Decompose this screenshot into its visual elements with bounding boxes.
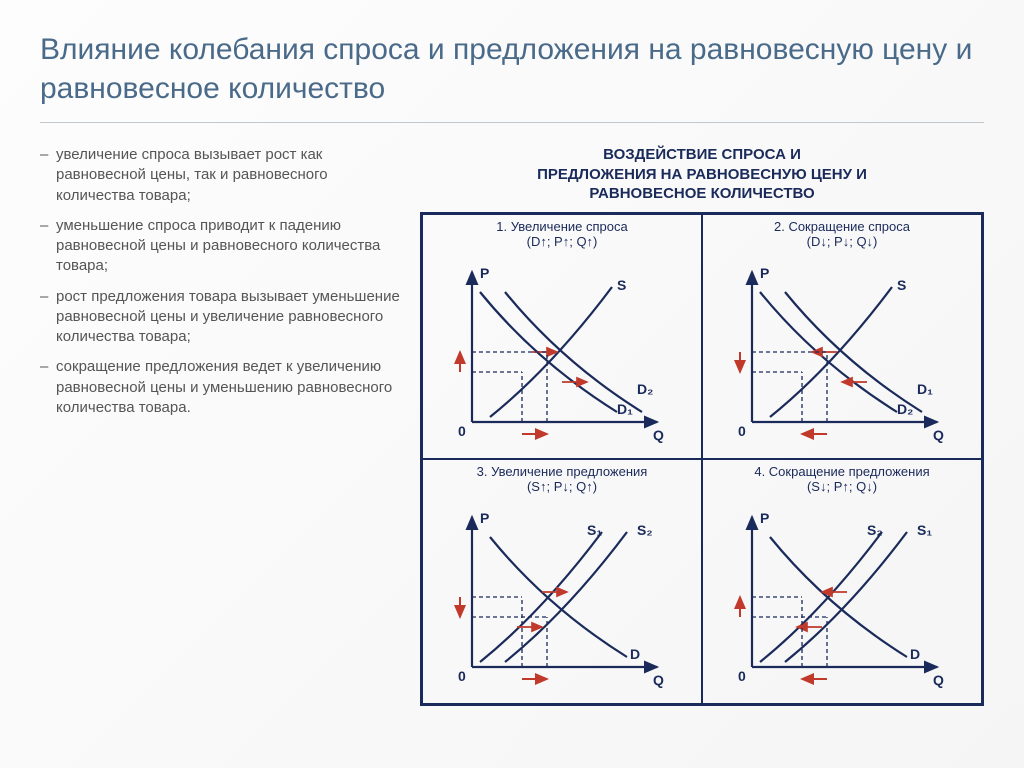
svg-text:0: 0 [738, 668, 746, 684]
svg-text:S₁: S₁ [587, 522, 602, 538]
svg-text:0: 0 [458, 668, 466, 684]
svg-text:D₁: D₁ [617, 401, 633, 417]
svg-text:Q: Q [933, 672, 944, 688]
svg-text:D₂: D₂ [637, 381, 653, 397]
chart-title-2: 2. Сокращение спроса (D↓; P↓; Q↓) [709, 219, 975, 250]
svg-text:D₂: D₂ [897, 401, 913, 417]
chart-cell-4: 4. Сокращение предложения (S↓; P↑; Q↓) P… [702, 459, 982, 704]
chart-grid: 1. Увеличение спроса (D↑; P↑; Q↑) P Q 0 S D₂… [420, 212, 984, 706]
svg-text:0: 0 [738, 423, 746, 439]
chart-cell-3: 3. Увеличение предложения (S↑; P↓; Q↑) P… [422, 459, 702, 704]
chart-supply-decrease: P Q 0 D S₂ S₁ [717, 497, 967, 697]
bullet-list: увеличение спроса вызывает рост как равн… [40, 145, 400, 418]
svg-text:P: P [760, 510, 769, 526]
diagram-title: ВОЗДЕЙСТВИЕ СПРОСА И ПРЕДЛОЖЕНИЯ НА РАВН… [420, 145, 984, 204]
chart-title-1: 1. Увеличение спроса (D↑; P↑; Q↑) [429, 219, 695, 250]
svg-text:S: S [897, 277, 906, 293]
svg-text:P: P [760, 265, 769, 281]
svg-text:D₁: D₁ [917, 381, 933, 397]
chart-title-3: 3. Увеличение предложения (S↑; P↓; Q↑) [429, 464, 695, 495]
svg-text:P: P [480, 265, 489, 281]
bullet-item: сокращение предложения ведет к увеличени… [40, 357, 400, 418]
svg-text:0: 0 [458, 423, 466, 439]
svg-text:S₂: S₂ [867, 522, 883, 538]
chart-cell-1: 1. Увеличение спроса (D↑; P↑; Q↑) P Q 0 S D₂… [422, 214, 702, 459]
bullet-panel: увеличение спроса вызывает рост как равн… [40, 145, 400, 706]
bullet-item: уменьшение спроса приводит к падению рав… [40, 216, 400, 277]
svg-text:Q: Q [933, 427, 944, 443]
bullet-item: рост предложения товара вызывает уменьше… [40, 287, 400, 348]
chart-cell-2: 2. Сокращение спроса (D↓; P↓; Q↓) P Q 0 S D₁… [702, 214, 982, 459]
svg-text:D: D [910, 646, 920, 662]
chart-title-4: 4. Сокращение предложения (S↓; P↑; Q↓) [709, 464, 975, 495]
svg-text:D: D [630, 646, 640, 662]
svg-text:Q: Q [653, 672, 664, 688]
page-title: Влияние колебания спроса и предложения н… [40, 30, 984, 123]
chart-demand-decrease: P Q 0 S D₁D₂ [717, 252, 967, 452]
bullet-item: увеличение спроса вызывает рост как равн… [40, 145, 400, 206]
svg-text:S: S [617, 277, 626, 293]
chart-demand-increase: P Q 0 S D₂D₁ [437, 252, 687, 452]
chart-supply-increase: P Q 0 D S₁ S₂ [437, 497, 687, 697]
svg-text:S₁: S₁ [917, 522, 932, 538]
diagram-panel: ВОЗДЕЙСТВИЕ СПРОСА И ПРЕДЛОЖЕНИЯ НА РАВН… [420, 145, 984, 706]
svg-text:P: P [480, 510, 489, 526]
content-row: увеличение спроса вызывает рост как равн… [40, 145, 984, 706]
svg-text:S₂: S₂ [637, 522, 653, 538]
svg-text:Q: Q [653, 427, 664, 443]
